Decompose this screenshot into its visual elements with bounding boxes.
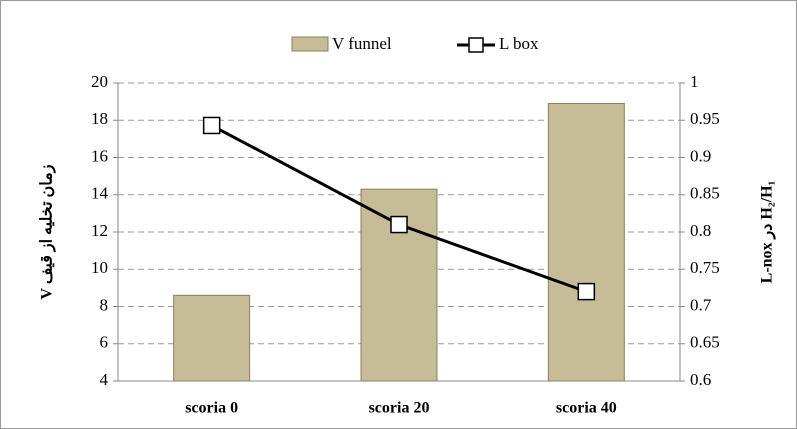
x-tick-label: scoria 40: [556, 400, 617, 417]
line-marker: [390, 215, 408, 234]
y2-axis-label: L-nox در H₂/H₁: [759, 180, 777, 283]
y2-tick-label: 1: [690, 72, 699, 91]
y2-tick-label: 0.7: [690, 295, 712, 314]
y-tick-label: 20: [91, 72, 108, 91]
y-tick-label: 12: [91, 221, 108, 240]
y2-tick-label: 0.85: [690, 184, 720, 203]
y-tick-label: 16: [91, 146, 108, 165]
y2-tick-label: 0.95: [690, 109, 720, 128]
x-tick-label: scoria 0: [185, 400, 238, 417]
x-tick-label: scoria 20: [369, 400, 430, 417]
legend-label: V funnel: [332, 34, 392, 53]
y-axis-label: V زمان تخلیه از قیف: [39, 164, 57, 299]
legend-swatch: [291, 36, 329, 52]
y-tick-label: 6: [100, 333, 109, 352]
bar: [547, 102, 625, 382]
y2-tick-label: 0.75: [690, 258, 720, 277]
y-tick-label: 18: [91, 109, 108, 128]
y-tick-label: 4: [100, 370, 109, 389]
y-tick-label: 8: [100, 295, 109, 314]
y-tick-label: 14: [91, 184, 109, 203]
line-marker: [202, 116, 221, 135]
y2-tick-label: 0.65: [690, 333, 720, 352]
y2-tick-label: 0.6: [690, 370, 711, 389]
legend-label: L box: [499, 34, 539, 53]
y2-tick-label: 0.9: [690, 146, 711, 165]
bar: [173, 294, 251, 382]
y2-tick-label: 0.8: [690, 221, 711, 240]
legend-marker: [468, 37, 484, 53]
line-marker: [577, 282, 596, 301]
y-tick-label: 10: [91, 258, 108, 277]
